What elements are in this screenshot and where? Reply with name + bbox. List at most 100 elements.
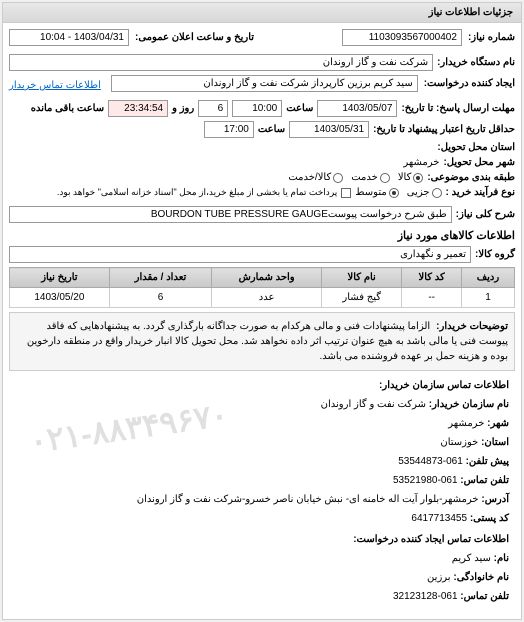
value-province2: خوزستان	[440, 437, 478, 448]
label-deadline-hour: ساعت	[286, 103, 313, 114]
radio-dot-icon	[380, 173, 390, 183]
value-family: برزین	[427, 572, 451, 583]
row-need-desc: شرح کلی نیاز: BOURDON TUBE PRESSURE GAUG…	[9, 206, 515, 223]
row-purchase-type: نوع فرآیند خرید : جزیی متوسط پرداخت تمام…	[9, 187, 515, 198]
field-validity-hour: 17:00	[204, 121, 254, 138]
value-city2: خرمشهر	[448, 418, 484, 429]
value-postal: 6417713455	[411, 513, 467, 524]
label-announce-datetime: تاریخ و ساعت اعلان عمومی:	[135, 32, 254, 43]
field-need-number: 1103093567000402	[342, 29, 462, 46]
packaging-radio-group: کالا خدمت کالا/خدمت	[288, 172, 423, 183]
link-buyer-contact[interactable]: اطلاعات تماس خریدار	[9, 80, 101, 91]
radio-service-label: خدمت	[351, 172, 378, 183]
radio-dot-icon	[389, 188, 399, 198]
td-date: 1403/05/20	[10, 288, 110, 308]
purchase-note: پرداخت تمام یا بخشی از مبلغ خرید،از محل …	[57, 187, 337, 198]
field-buyer-device: شرکت نفت و گاز اروندان	[9, 54, 433, 71]
field-goods-group: تعمیر و نگهداری	[9, 246, 471, 263]
label-goods-group: گروه کالا:	[475, 249, 515, 260]
details-panel: جزئیات اطلاعات نیاز شماره نیاز: 11030935…	[2, 2, 522, 620]
contact-section: ۰۲۱-۸۸۳۴۹۶۷۰ اطلاعات تماس سازمان خریدار:…	[9, 371, 515, 613]
label-province: استان محل تحویل:	[437, 142, 515, 153]
th-name: نام کالا	[322, 268, 402, 288]
label-province2: استان:	[481, 437, 509, 448]
row-deadline: مهلت ارسال پاسخ: تا تاریخ: 1403/05/07 سا…	[9, 100, 515, 117]
label-validity: حداقل تاریخ اعتبار پیشنهاد تا تاریخ:	[373, 124, 515, 135]
field-remain-time: 23:34:54	[108, 100, 168, 117]
td-unit: عدد	[212, 288, 322, 308]
th-row: ردیف	[461, 268, 514, 288]
label-family: نام خانوادگی:	[453, 572, 509, 583]
row-validity: حداقل تاریخ اعتبار پیشنهاد تا تاریخ: 140…	[9, 121, 515, 138]
label-packaging: طبقه بندی موضوعی:	[427, 172, 515, 183]
panel-title: جزئیات اطلاعات نیاز	[3, 3, 521, 23]
contact-title2: اطلاعات تماس ایجاد کننده درخواست:	[353, 534, 509, 545]
field-need-desc: BOURDON TUBE PRESSURE GAUGEطبق شرح درخوا…	[9, 206, 452, 223]
th-date: تاریخ نیاز	[10, 268, 110, 288]
field-deadline-hour: 10:00	[232, 100, 282, 117]
radio-service[interactable]: خدمت	[351, 172, 390, 183]
radio-dot-icon	[413, 173, 423, 183]
label-phone: تلفن تماس:	[460, 475, 509, 486]
panel-body: شماره نیاز: 1103093567000402 تاریخ و ساع…	[3, 23, 521, 619]
row-city: شهر محل تحویل: خرمشهر	[9, 157, 515, 168]
th-code: کد کالا	[402, 268, 462, 288]
label-city2: شهر:	[487, 418, 509, 429]
td-name: گیج فشار	[322, 288, 402, 308]
radio-dot-icon	[333, 173, 343, 183]
radio-small-label: جزیی	[407, 187, 430, 198]
radio-small[interactable]: جزیی	[407, 187, 442, 198]
row-packaging: طبقه بندی موضوعی: کالا خدمت کالا/خدمت	[9, 172, 515, 183]
buyer-notes-box: توضیحات خریدار: الزاما پیشنهادات فنی و م…	[9, 312, 515, 371]
value-name: سید کریم	[452, 553, 491, 564]
purchase-type-radio-group: جزیی متوسط	[355, 187, 441, 198]
row-buyer-device: نام دستگاه خریدار: شرکت نفت و گاز اروندا…	[9, 54, 515, 71]
label-need-number: شماره نیاز:	[468, 32, 515, 43]
td-qty: 6	[109, 288, 211, 308]
contact-title: اطلاعات تماس سازمان خریدار:	[379, 380, 509, 391]
value-prefix: 061-53544873	[398, 456, 463, 467]
field-requester: سید کریم برزین کارپرداز شرکت نفت و گاز ا…	[111, 75, 418, 92]
radio-medium-label: متوسط	[355, 187, 386, 198]
checkbox-treasury[interactable]	[341, 188, 351, 198]
radio-goods-label: کالا	[398, 172, 412, 183]
td-code: --	[402, 288, 462, 308]
value-phone2: 061-32123128	[393, 591, 458, 602]
field-deadline-days: 6	[198, 100, 228, 117]
label-city: شهر محل تحویل:	[443, 157, 515, 168]
th-qty: تعداد / مقدار	[109, 268, 211, 288]
field-announce-datetime: 1403/04/31 - 10:04	[9, 29, 129, 46]
goods-table: ردیف کد کالا نام کالا واحد شمارش تعداد /…	[9, 267, 515, 308]
th-unit: واحد شمارش	[212, 268, 322, 288]
value-city: خرمشهر	[403, 157, 439, 168]
label-prefix: پیش تلفن:	[466, 456, 509, 467]
value-org: شرکت نفت و گاز اروندان	[321, 399, 426, 410]
label-phone2: تلفن تماس:	[460, 591, 509, 602]
radio-goods-service[interactable]: کالا/خدمت	[288, 172, 343, 183]
value-phone: 061-53521980	[393, 475, 458, 486]
row-need-number: شماره نیاز: 1103093567000402 تاریخ و ساع…	[9, 29, 515, 50]
label-requester: ایجاد کننده درخواست:	[424, 78, 515, 89]
radio-dot-icon	[432, 188, 442, 198]
table-header-row: ردیف کد کالا نام کالا واحد شمارش تعداد /…	[10, 268, 515, 288]
row-requester: ایجاد کننده درخواست: سید کریم برزین کارپ…	[9, 75, 515, 96]
label-purchase-type: نوع فرآیند خرید :	[446, 187, 515, 198]
label-name: نام:	[494, 553, 509, 564]
section-goods-title: اطلاعات کالاهای مورد نیاز	[9, 229, 515, 242]
radio-medium[interactable]: متوسط	[355, 187, 398, 198]
label-buyer-device: نام دستگاه خریدار:	[437, 57, 515, 68]
field-validity-date: 1403/05/31	[289, 121, 369, 138]
label-validity-hour: ساعت	[258, 124, 285, 135]
label-address: آدرس:	[481, 494, 509, 505]
table-row: 1 -- گیج فشار عدد 6 1403/05/20	[10, 288, 515, 308]
row-province: استان محل تحویل:	[9, 142, 515, 153]
field-deadline-date: 1403/05/07	[317, 100, 397, 117]
notes-label: توضیحات خریدار:	[436, 319, 508, 334]
td-row: 1	[461, 288, 514, 308]
label-deadline-until: مهلت ارسال پاسخ: تا تاریخ:	[401, 103, 515, 114]
label-org: نام سازمان خریدار:	[429, 399, 509, 410]
radio-goods[interactable]: کالا	[398, 172, 424, 183]
label-need-desc: شرح کلی نیاز:	[456, 209, 515, 220]
row-goods-group: گروه کالا: تعمیر و نگهداری	[9, 246, 515, 263]
label-postal: کد پستی:	[470, 513, 509, 524]
